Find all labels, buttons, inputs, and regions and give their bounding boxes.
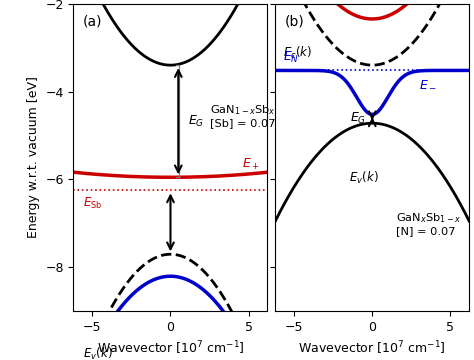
Text: GaN$_{1-x}$Sb$_x$
[Sb] = 0.07: GaN$_{1-x}$Sb$_x$ [Sb] = 0.07 xyxy=(210,103,275,129)
Text: (b): (b) xyxy=(285,14,305,28)
Text: $E_+$: $E_+$ xyxy=(242,157,260,172)
Text: $E_N$: $E_N$ xyxy=(283,50,299,65)
X-axis label: Wavevector $[10^7$ cm$^{-1}]$: Wavevector $[10^7$ cm$^{-1}]$ xyxy=(298,340,446,357)
Y-axis label: Energy w.r.t. vacuum [eV]: Energy w.r.t. vacuum [eV] xyxy=(27,77,40,238)
Text: $E_-$: $E_-$ xyxy=(419,77,437,90)
Text: $E_\mathrm{Sb}$: $E_\mathrm{Sb}$ xyxy=(83,196,102,211)
Text: $E_G$: $E_G$ xyxy=(350,111,366,126)
Text: GaN$_x$Sb$_{1-x}$
[N] = 0.07: GaN$_x$Sb$_{1-x}$ [N] = 0.07 xyxy=(396,211,461,236)
Text: $E_v(k)$: $E_v(k)$ xyxy=(83,346,112,360)
X-axis label: Wavevector $[10^7$ cm$^{-1}]$: Wavevector $[10^7$ cm$^{-1}]$ xyxy=(97,340,245,357)
Text: $E_v(k)$: $E_v(k)$ xyxy=(349,170,378,186)
Text: $E_c(k)$: $E_c(k)$ xyxy=(283,45,312,61)
Text: $E_G$: $E_G$ xyxy=(189,114,205,129)
Text: (a): (a) xyxy=(83,14,103,28)
